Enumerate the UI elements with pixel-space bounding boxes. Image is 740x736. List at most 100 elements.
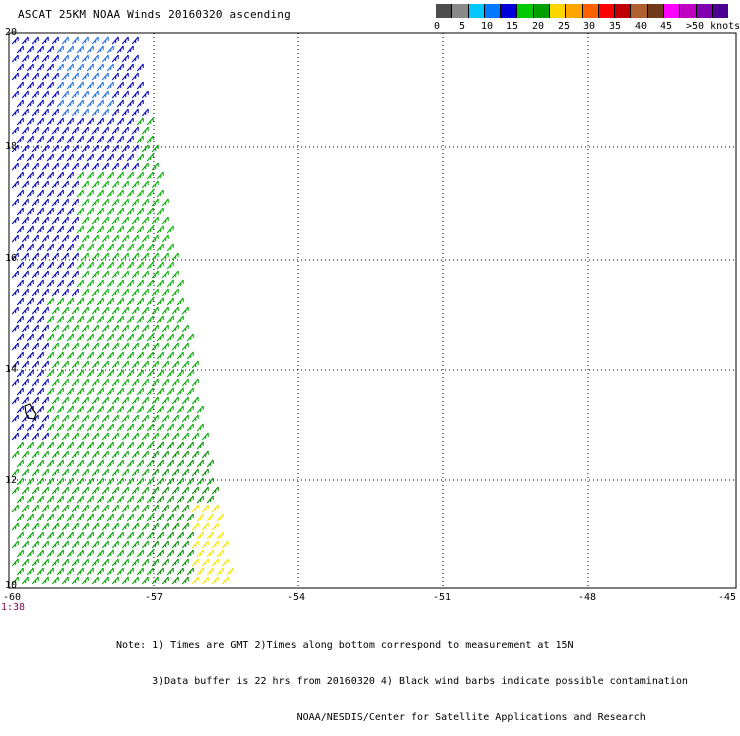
wind-barb [71, 396, 79, 405]
lat-tick-10: 10 [5, 580, 18, 591]
wind-barb [131, 558, 139, 567]
wind-barb [21, 252, 29, 261]
lon-tick--48: -48 [578, 592, 597, 603]
wind-barb [121, 432, 129, 441]
wind-barb [11, 288, 19, 297]
wind-barb [111, 306, 119, 315]
wind-barb [26, 387, 34, 396]
wind-barb [86, 171, 94, 180]
wind-barb [106, 333, 114, 342]
wind-barb [76, 261, 84, 270]
wind-barb [151, 324, 159, 333]
wind-barb [151, 540, 159, 549]
wind-barb [126, 63, 134, 72]
wind-barb [116, 441, 124, 450]
wind-barb [51, 342, 59, 351]
wind-barb [31, 54, 39, 63]
wind-barb [131, 108, 139, 117]
wind-barb [176, 369, 184, 378]
wind-barb [26, 117, 34, 126]
wind-barb [16, 135, 24, 144]
legend-swatch-15 [680, 4, 697, 18]
wind-barb [91, 72, 99, 81]
wind-barb [36, 45, 44, 54]
wind-barb [156, 459, 164, 468]
lat-tick-16: 16 [5, 253, 18, 264]
wind-barb [31, 360, 39, 369]
wind-barb [126, 279, 134, 288]
legend-swatch-17 [712, 4, 729, 18]
wind-barb [101, 522, 109, 531]
wind-barb [156, 279, 164, 288]
wind-barb [41, 450, 49, 459]
wind-barb [131, 378, 139, 387]
wind-barb [146, 513, 154, 522]
wind-barb [86, 495, 94, 504]
wind-barb [56, 351, 64, 360]
wind-barb [146, 369, 154, 378]
wind-barb [46, 261, 54, 270]
wind-barb [126, 549, 134, 558]
wind-barb [36, 531, 44, 540]
wind-barb [41, 234, 49, 243]
wind-barb [141, 144, 149, 153]
wind-barb [166, 225, 174, 234]
wind-barb [76, 513, 84, 522]
wind-barb [191, 360, 199, 369]
wind-barb [86, 225, 94, 234]
wind-speed-legend: 0 5 10 15 20 25 30 35 40 45 >50 knots [434, 4, 740, 35]
wind-barb [101, 234, 109, 243]
wind-barb [101, 540, 109, 549]
wind-barb [151, 198, 159, 207]
legend-swatch-6 [533, 4, 550, 18]
wind-barb [56, 207, 64, 216]
wind-barb [31, 36, 39, 45]
wind-barb [196, 549, 204, 558]
wind-barb [121, 54, 129, 63]
wind-barb [116, 279, 124, 288]
wind-barb [36, 423, 44, 432]
wind-barb [81, 378, 89, 387]
wind-barb [86, 297, 94, 306]
wind-barb [86, 135, 94, 144]
wind-barb [46, 405, 54, 414]
wind-barb [101, 252, 109, 261]
wind-barb [111, 522, 119, 531]
wind-barb [106, 369, 114, 378]
lon-tick--57: -57 [145, 592, 164, 603]
wind-barb [136, 441, 144, 450]
wind-barb [151, 270, 159, 279]
wind-barb [26, 261, 34, 270]
wind-barb [126, 207, 134, 216]
wind-barb [86, 477, 94, 486]
wind-barb [81, 360, 89, 369]
map-frame [8, 32, 737, 589]
wind-barb [41, 252, 49, 261]
wind-barb [151, 180, 159, 189]
wind-barb [16, 117, 24, 126]
wind-barb [61, 126, 69, 135]
wind-barb [136, 171, 144, 180]
wind-barb [176, 297, 184, 306]
wind-barb [96, 153, 104, 162]
wind-barb [86, 567, 94, 576]
wind-barb [86, 549, 94, 558]
wind-barb [41, 414, 49, 423]
wind-barb [31, 144, 39, 153]
wind-barb [91, 378, 99, 387]
wind-barb [41, 378, 49, 387]
wind-barb [81, 450, 89, 459]
wind-barb [41, 72, 49, 81]
wind-barb [31, 378, 39, 387]
legend-label-20: 20 [532, 21, 545, 32]
lon-tick--60: -60 [3, 592, 22, 603]
wind-barb [176, 279, 184, 288]
wind-barb [206, 495, 214, 504]
wind-barb [56, 477, 64, 486]
wind-barb [11, 324, 19, 333]
wind-barb [166, 423, 174, 432]
wind-barb [151, 558, 159, 567]
wind-barb [126, 369, 134, 378]
wind-barb [66, 477, 74, 486]
wind-barb [56, 45, 64, 54]
